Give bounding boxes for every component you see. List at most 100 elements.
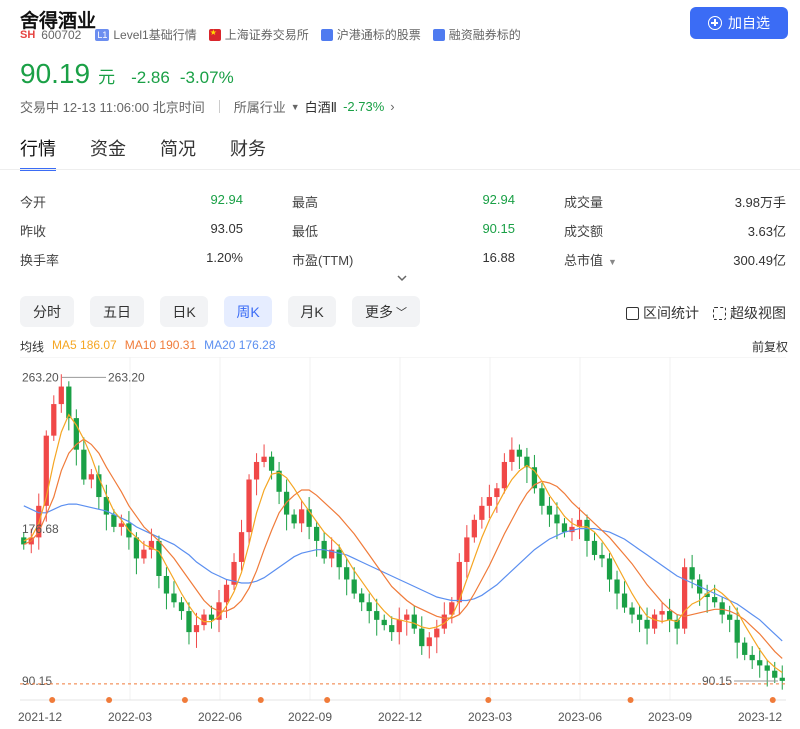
chevron-right-icon[interactable]: ›: [390, 99, 395, 114]
candle-body: [43, 435, 49, 506]
chevron-down-icon: ﹀: [396, 306, 407, 319]
industry-link[interactable]: 白酒Ⅱ: [304, 100, 338, 115]
weekly-k-chart[interactable]: 263.20 90.15 263.20 176.68 90.15 2021-12 2022-…: [0, 357, 800, 729]
stat-value: 1.20%: [206, 250, 243, 265]
candle-body: [554, 514, 560, 524]
candle-body: [591, 540, 598, 555]
candle-body: [651, 614, 658, 629]
tab-funds[interactable]: 资金: [90, 139, 126, 159]
divider: [218, 100, 220, 113]
tag-exchange[interactable]: 上海证券交易所: [208, 26, 309, 43]
tag-margin-label: 融资融券标的: [448, 28, 521, 42]
candle-body: [141, 549, 147, 559]
candle-body: [223, 584, 230, 603]
candle-body: [201, 614, 207, 626]
candle-body: [441, 614, 447, 629]
candle-body: [712, 597, 718, 603]
event-dot: [181, 697, 188, 703]
chevron-down-icon[interactable]: [397, 273, 407, 283]
x-axis-label: 2022-12: [378, 710, 422, 724]
candle-body: [449, 602, 455, 615]
tab-quote[interactable]: 行情: [20, 135, 56, 171]
period-more-dropdown[interactable]: 更多 ﹀: [352, 296, 420, 327]
ma5-line: [23, 413, 783, 673]
period-weekly-k[interactable]: 周K: [224, 296, 272, 327]
candle-body: [456, 561, 462, 603]
main-tabs: 行情 资金 简况 财务: [20, 135, 300, 171]
range-stats-icon: [626, 306, 639, 320]
margin-icon: [432, 28, 445, 41]
tag-hk-connect-label: 沪港通标的股票: [336, 28, 421, 42]
period-daily-k[interactable]: 日K: [160, 296, 208, 327]
stat-value: 16.88: [482, 250, 515, 265]
candle-body: [749, 654, 755, 661]
add-watchlist-button[interactable]: 加自选: [690, 7, 788, 39]
stat-value: 300.49亿: [733, 253, 786, 268]
industry-label: 所属行业: [233, 100, 286, 115]
caret-down-icon[interactable]: ▼: [608, 257, 617, 267]
tab-profile[interactable]: 简况: [160, 139, 196, 159]
tag-hk-connect[interactable]: 沪港通标的股票: [320, 26, 421, 43]
candle-body: [298, 509, 305, 524]
period-five-day[interactable]: 五日: [90, 296, 144, 327]
price-change-pct: -3.07%: [179, 68, 234, 87]
candle-body: [66, 386, 72, 419]
tag-level1[interactable]: L1 Level1基础行情: [95, 26, 197, 43]
stock-header: 舍得酒业: [20, 6, 96, 33]
candle-body: [238, 532, 245, 562]
candle-body: [561, 523, 568, 533]
candle-body: [381, 619, 387, 626]
candle-body: [757, 660, 763, 666]
candle-body: [621, 593, 628, 608]
period-monthly-k[interactable]: 月K: [288, 296, 336, 327]
range-stats-button[interactable]: 区间统计: [626, 303, 699, 323]
candle-body: [426, 637, 432, 647]
price-change: -2.86: [131, 68, 170, 87]
tabs-divider: [0, 169, 800, 170]
stat-pe: 市盈(TTM) 16.88: [292, 250, 515, 269]
caret-down-icon: ▼: [290, 101, 300, 112]
candle-body: [186, 611, 192, 633]
tag-margin[interactable]: 融资融券标的: [432, 26, 521, 43]
period-intraday[interactable]: 分时: [20, 296, 74, 327]
candle-body: [148, 540, 155, 550]
stat-label: 成交量: [564, 195, 604, 210]
stat-turnover-rate: 换手率 1.20%: [20, 250, 243, 269]
super-view-button[interactable]: 超级视图: [713, 303, 786, 323]
y-axis-label: 90.15: [22, 674, 52, 688]
hk-connect-icon: [320, 28, 333, 41]
candle-body: [719, 602, 725, 615]
event-dot: [627, 697, 634, 703]
candle-body: [606, 558, 613, 580]
stat-value: 93.05: [210, 221, 243, 236]
candle-body: [666, 611, 673, 620]
candle-body: [366, 602, 372, 612]
candle-body: [494, 488, 500, 498]
candle-body: [193, 625, 200, 633]
ma5-value: MA5 186.07: [52, 338, 117, 352]
stat-turnover-amount: 成交额 3.63亿: [564, 221, 786, 240]
stats-row: 今开 92.94 最高 92.94 成交量 3.98万手: [20, 187, 786, 216]
candle-body: [268, 456, 275, 471]
candle-body: [58, 386, 64, 405]
event-dot: [485, 697, 492, 703]
stat-label: 最低: [292, 224, 319, 239]
adjust-mode[interactable]: 前复权: [751, 340, 788, 354]
candle-body: [772, 670, 778, 678]
stat-prev-close: 昨收 93.05: [20, 221, 243, 240]
candle-body: [501, 461, 508, 489]
ma-legend: 均线 MA5 186.07 MA10 190.31 MA20 176.28 前复…: [20, 338, 788, 355]
candle-body: [419, 628, 425, 647]
range-stats-label: 区间统计: [643, 305, 699, 321]
candle-body: [546, 505, 553, 515]
candle-body: [374, 611, 380, 620]
stat-label: 今开: [20, 195, 47, 210]
period-more-label: 更多: [365, 303, 393, 320]
candle-body: [404, 614, 410, 620]
super-view-icon: [713, 306, 726, 320]
candle-body: [231, 561, 237, 585]
tab-finance[interactable]: 财务: [230, 139, 266, 159]
ma20-value: MA20 176.28: [204, 338, 276, 352]
candle-body: [636, 614, 643, 620]
